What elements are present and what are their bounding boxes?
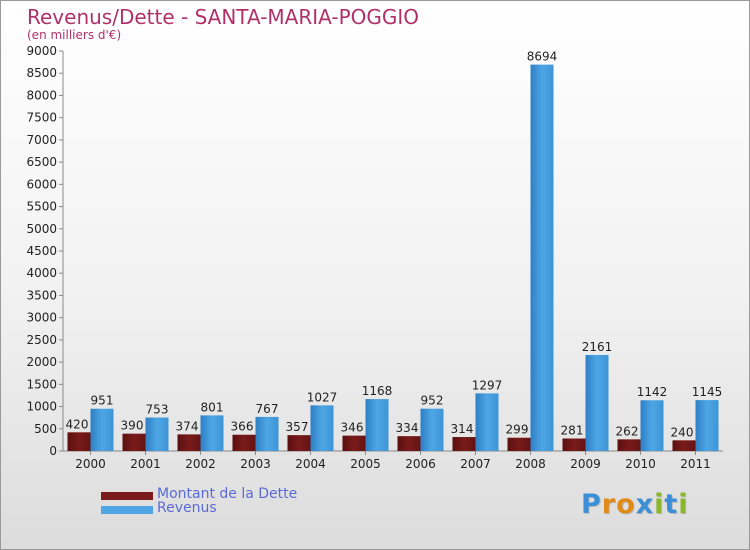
debt-value-label: 374 xyxy=(176,419,199,433)
x-tick-label: 2006 xyxy=(405,457,436,471)
debt-bar xyxy=(452,437,476,451)
debt-bar xyxy=(177,434,201,451)
y-tick-label: 1500 xyxy=(26,377,57,391)
y-tick-label: 4500 xyxy=(26,244,57,258)
revenue-value-label: 1145 xyxy=(692,385,723,399)
logo-letter: o xyxy=(616,489,636,520)
debt-value-label: 240 xyxy=(671,425,694,439)
debt-bar xyxy=(397,436,421,451)
revenue-value-label: 753 xyxy=(146,403,169,417)
x-tick-label: 2011 xyxy=(680,457,711,471)
y-tick-label: 2000 xyxy=(26,355,57,369)
y-tick-label: 3500 xyxy=(26,288,57,302)
legend-swatch-revenue xyxy=(101,506,153,514)
y-tick-label: 5500 xyxy=(26,200,57,214)
x-tick-label: 2008 xyxy=(515,457,546,471)
chart-subtitle: (en milliers d'€) xyxy=(27,28,122,42)
revenue-bar xyxy=(310,405,334,451)
debt-value-label: 281 xyxy=(561,424,584,438)
proxiti-logo: Proxiti xyxy=(581,489,689,520)
debt-bar xyxy=(342,435,366,451)
y-tick-label: 4000 xyxy=(26,266,57,280)
y-tick-label: 2500 xyxy=(26,333,57,347)
revenue-bar xyxy=(640,400,664,451)
x-tick-label: 2002 xyxy=(185,457,216,471)
debt-value-label: 262 xyxy=(616,424,639,438)
y-tick-label: 0 xyxy=(49,444,57,458)
revenue-value-label: 1142 xyxy=(637,385,668,399)
x-tick-label: 2004 xyxy=(295,457,326,471)
revenue-value-label: 2161 xyxy=(582,340,613,354)
legend-label-debt: Montant de la Dette xyxy=(157,486,298,502)
revenue-bar xyxy=(695,400,719,451)
revenue-value-label: 1168 xyxy=(362,384,393,398)
x-tick-label: 2005 xyxy=(350,457,381,471)
debt-value-label: 420 xyxy=(66,417,89,431)
y-tick-label: 7000 xyxy=(26,133,57,147)
revenue-value-label: 767 xyxy=(256,402,279,416)
debt-bar xyxy=(562,438,586,451)
y-tick-label: 9000 xyxy=(26,44,57,58)
logo-letter: P xyxy=(581,489,602,520)
debt-bar xyxy=(232,434,256,451)
revenue-bar xyxy=(255,416,279,451)
revenue-bar xyxy=(200,415,224,451)
debt-bar xyxy=(122,433,146,451)
y-tick-label: 8000 xyxy=(26,88,57,102)
debt-value-label: 366 xyxy=(231,420,254,434)
debt-bar xyxy=(617,439,641,451)
legend-swatch-debt xyxy=(101,492,153,500)
revenue-bar xyxy=(90,408,114,451)
chart-title: Revenus/Dette - SANTA-MARIA-POGGIO xyxy=(27,5,420,29)
revenue-value-label: 951 xyxy=(91,394,114,408)
revenue-bar xyxy=(420,408,444,451)
x-tick-label: 2001 xyxy=(130,457,161,471)
debt-bar xyxy=(507,437,531,451)
bar-chart: 0 500 1000 1500 2000 2500 3000 3500 4000 4500 5000… xyxy=(26,44,723,471)
logo-letter: x xyxy=(635,489,655,520)
logo-letter: t xyxy=(664,489,679,520)
revenue-bar xyxy=(530,64,554,451)
revenue-bar xyxy=(365,399,389,451)
y-tick-label: 500 xyxy=(34,422,57,436)
legend-label-revenue: Revenus xyxy=(157,500,217,516)
x-tick-label: 2009 xyxy=(570,457,601,471)
logo-letter: i xyxy=(654,489,665,520)
debt-bar xyxy=(287,435,311,451)
debt-value-label: 334 xyxy=(396,421,419,435)
revenue-value-label: 8694 xyxy=(527,50,558,64)
revenue-bar xyxy=(475,393,499,451)
logo-letter: i xyxy=(678,489,689,520)
debt-bar xyxy=(67,432,91,451)
debt-value-label: 299 xyxy=(506,423,529,437)
x-tick-label: 2007 xyxy=(460,457,491,471)
debt-value-label: 357 xyxy=(286,420,309,434)
y-tick-label: 8500 xyxy=(26,66,57,80)
logo-letter: r xyxy=(601,489,617,520)
x-tick-label: 2000 xyxy=(75,457,106,471)
x-tick-label: 2010 xyxy=(625,457,656,471)
y-tick-label: 3000 xyxy=(26,311,57,325)
debt-value-label: 346 xyxy=(341,421,364,435)
y-tick-label: 6500 xyxy=(26,155,57,169)
x-tick-label: 2003 xyxy=(240,457,271,471)
y-tick-label: 1000 xyxy=(26,400,57,414)
y-tick-label: 7500 xyxy=(26,111,57,125)
debt-value-label: 390 xyxy=(121,419,144,433)
revenue-bar xyxy=(585,354,609,451)
revenue-bar xyxy=(145,417,169,451)
revenue-value-label: 1297 xyxy=(472,378,503,392)
debt-bar xyxy=(672,440,696,451)
debt-value-label: 314 xyxy=(451,422,474,436)
revenue-value-label: 1027 xyxy=(307,390,338,404)
y-tick-label: 5000 xyxy=(26,222,57,236)
revenue-value-label: 801 xyxy=(201,400,224,414)
y-tick-label: 6000 xyxy=(26,177,57,191)
revenue-value-label: 952 xyxy=(421,394,444,408)
